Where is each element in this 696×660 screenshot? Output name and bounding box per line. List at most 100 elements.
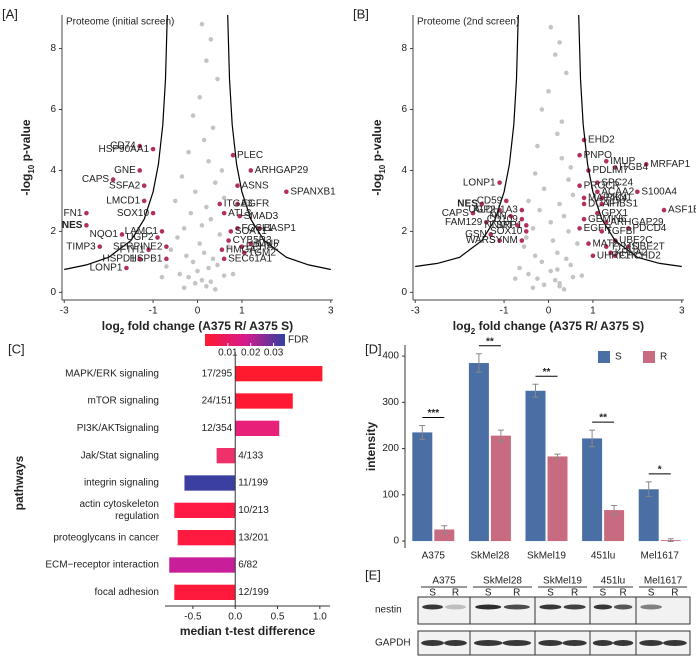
point — [568, 165, 574, 170]
point — [217, 232, 223, 237]
point — [530, 285, 536, 291]
point-label: DCAF7 — [588, 199, 621, 210]
point-label: SEC61A1 — [228, 253, 272, 264]
point — [164, 264, 169, 269]
axis-label: log2 fold change (A375 R/ A375 S) — [453, 319, 644, 335]
point — [532, 253, 538, 259]
point-label: NQO1 — [90, 229, 119, 240]
highlight-point — [164, 256, 169, 262]
point — [206, 159, 211, 164]
point-label: LAMC1 — [125, 226, 159, 237]
band — [613, 604, 633, 610]
point — [563, 256, 569, 262]
x-tick-label: -0.5 — [184, 612, 202, 623]
point — [555, 131, 560, 137]
highlight-point — [590, 253, 596, 259]
x-tick-label: -1 — [500, 306, 509, 317]
error-bar — [645, 481, 652, 498]
point — [208, 216, 214, 222]
point-label: HSPB1 — [130, 253, 163, 264]
x-tick-label: SkMel19 — [527, 551, 566, 562]
y-axis-label: intensity — [364, 422, 378, 472]
point — [199, 223, 205, 228]
band — [539, 604, 562, 610]
significance: ** — [599, 413, 607, 424]
highlight-point — [228, 229, 234, 234]
bar-annotation: 24/151 — [202, 396, 233, 407]
axis-label-part: fold change (A375 R/ A375 S) — [124, 319, 293, 333]
point — [526, 198, 531, 204]
legend-label: S — [615, 352, 622, 363]
axis-label: -log10 p-value — [19, 119, 35, 196]
x-tick-label: 1.0 — [313, 612, 327, 623]
x-tick-label: 451lu — [591, 551, 615, 562]
point-label: EHD2 — [588, 135, 615, 146]
highlight-point — [577, 152, 582, 158]
point-label: HMGA2 — [226, 244, 262, 255]
highlight-point — [137, 256, 143, 262]
highlight-point — [141, 198, 147, 204]
highlight-point — [150, 146, 156, 152]
point — [535, 276, 540, 281]
x-tick-label: SkMel28 — [470, 551, 509, 562]
point — [210, 256, 216, 262]
band — [613, 640, 634, 646]
highlight-point — [595, 180, 600, 185]
point — [181, 285, 187, 291]
category-label: focal adhesion — [95, 587, 160, 598]
point-label: PDCD4 — [632, 223, 666, 234]
bar-annotation: 10/213 — [238, 505, 269, 516]
bar — [412, 432, 433, 542]
subtitle: Proteome (initial screen) — [66, 17, 174, 28]
point — [190, 113, 196, 118]
point-label: FAM129 — [445, 217, 483, 228]
highlight-point — [470, 210, 476, 216]
highlight-point — [137, 143, 143, 149]
point-label: ALDH1A3 — [473, 205, 518, 216]
point — [197, 94, 203, 100]
bar — [177, 530, 236, 546]
point-label: PLEC — [237, 150, 263, 161]
highlight-point — [519, 207, 525, 213]
highlight-point — [159, 229, 165, 234]
highlight-point — [155, 235, 160, 240]
point-label: NES — [62, 220, 83, 231]
point-label: EGFR — [241, 199, 269, 210]
point — [210, 125, 216, 131]
axis-label-part: p-value — [19, 119, 33, 165]
point-label: TGFBI — [606, 226, 635, 237]
point-label: CAPS — [82, 174, 110, 185]
bar — [434, 529, 455, 542]
point-label: SOX10 — [490, 226, 523, 237]
y-tick-label: 0 — [50, 287, 56, 298]
point — [215, 262, 220, 268]
point-label: GPX1 — [601, 208, 628, 219]
highlight-point — [488, 232, 494, 237]
highlight-point — [235, 183, 240, 188]
threshold-curve — [227, 14, 331, 271]
colorbar-tick-label: 0.01 — [218, 348, 238, 359]
highlight-point — [237, 213, 243, 219]
error-bar — [589, 429, 596, 448]
error-bar — [441, 525, 448, 534]
point-label: MRFAP1 — [650, 159, 690, 170]
highlight-point — [110, 177, 116, 182]
highlight-point — [217, 201, 223, 207]
point — [523, 235, 529, 240]
point — [201, 250, 207, 256]
point — [541, 282, 547, 288]
point — [570, 192, 576, 198]
y-tick-label: 8 — [401, 43, 407, 54]
x-tick-label: Mel1617 — [641, 551, 680, 562]
colorbar — [205, 334, 285, 346]
point — [539, 259, 545, 265]
y-tick-label: 100 — [382, 489, 399, 500]
x-tick-label: -3 — [60, 306, 69, 317]
error-bar — [497, 429, 504, 442]
point — [579, 273, 585, 278]
x-tick-label: A375 — [422, 551, 446, 562]
row-label: GAPDH — [375, 638, 411, 649]
point — [537, 207, 542, 213]
point-label: TYMS — [610, 241, 638, 252]
point — [226, 244, 231, 249]
